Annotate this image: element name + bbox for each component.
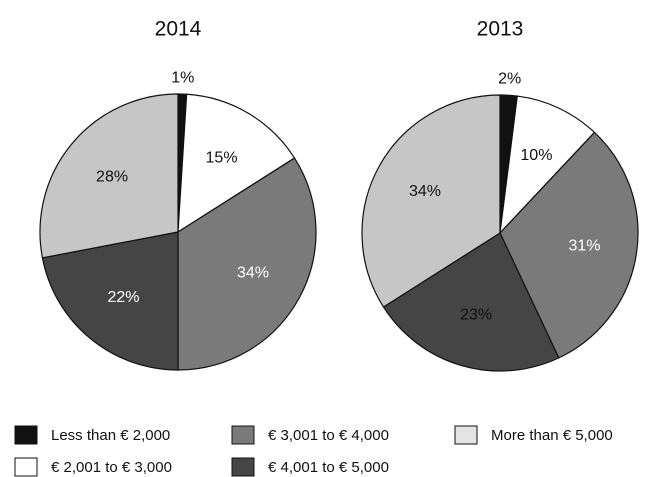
- legend-label: More than € 5,000: [491, 427, 613, 444]
- chart-title: 2014: [155, 18, 202, 41]
- pie-slice: [177, 93, 296, 234]
- legend-swatch: [231, 425, 255, 445]
- pie-slice: [177, 157, 317, 371]
- legend-label: Less than € 2,000: [51, 427, 170, 444]
- pie-slice: [361, 94, 501, 308]
- legend-swatch: [14, 425, 38, 445]
- data-label: 23%: [460, 306, 492, 323]
- legend-swatch: [454, 425, 478, 445]
- legend-swatch: [231, 457, 255, 477]
- data-label: 31%: [568, 238, 600, 255]
- legend-swatch: [14, 457, 38, 477]
- data-label: 1%: [171, 69, 194, 86]
- pie-slice: [39, 93, 179, 259]
- data-label: 2%: [498, 71, 521, 88]
- data-label: 10%: [520, 147, 552, 164]
- data-label: 22%: [107, 289, 139, 306]
- data-label: 28%: [96, 169, 128, 186]
- pie-slice: [499, 131, 639, 359]
- data-label: 15%: [206, 150, 238, 167]
- data-label: 34%: [237, 264, 269, 281]
- legend-label: € 4,001 to € 5,000: [268, 459, 389, 476]
- pie-slice: [41, 231, 179, 371]
- legend-label: € 2,001 to € 3,000: [51, 459, 172, 476]
- chart-title: 2013: [477, 18, 524, 41]
- pie-slice: [499, 95, 596, 235]
- pie-slice: [382, 232, 560, 372]
- data-label: 34%: [409, 183, 441, 200]
- legend-label: € 3,001 to € 4,000: [268, 427, 389, 444]
